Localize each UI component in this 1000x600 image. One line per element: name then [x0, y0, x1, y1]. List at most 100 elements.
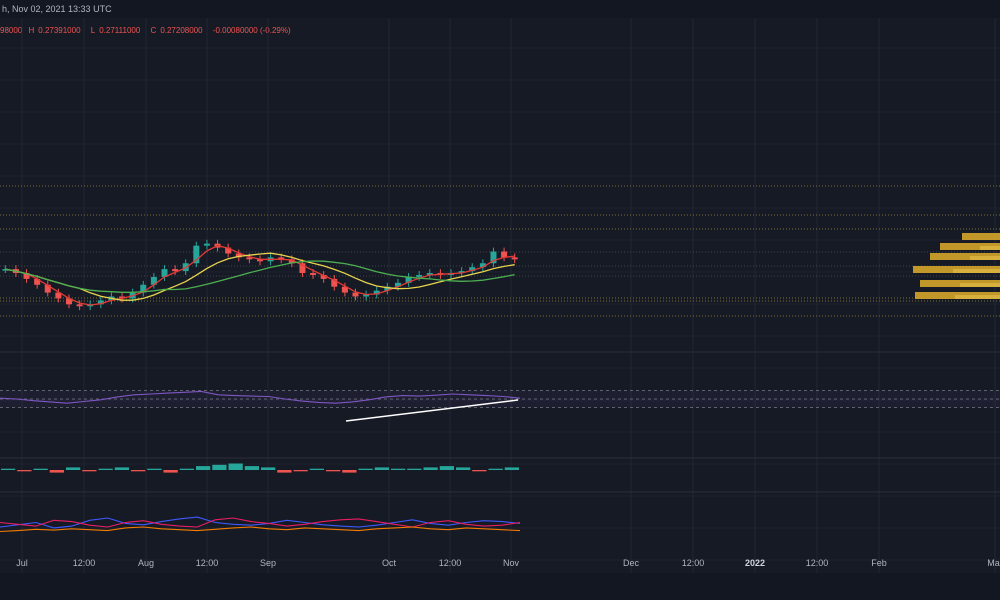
- histogram-bar-31: [504, 467, 519, 470]
- histogram-bar-1: [17, 470, 32, 472]
- oscillator-line-2: [0, 526, 521, 533]
- candle-body-29: [310, 273, 317, 275]
- candle-body-36: [384, 286, 391, 291]
- x-tick-label-7: Nov: [503, 558, 520, 568]
- sma_mid-line: [5, 252, 515, 301]
- candle-body-38: [405, 276, 412, 283]
- histogram-bar-0: [1, 468, 16, 470]
- candle-body-37: [394, 282, 401, 287]
- x-tick-label-10: 2022: [745, 558, 765, 568]
- ohlc-close-value: 0.27208000: [160, 26, 203, 35]
- ohlc-high-value: 0.27391000: [38, 26, 81, 35]
- candle-body-31: [331, 278, 338, 287]
- histogram-bar-16: [261, 467, 276, 470]
- ohlc-open-value: 98000: [0, 26, 23, 35]
- x-tick-label-0: Jul: [16, 558, 28, 568]
- candle-body-18: [193, 245, 200, 264]
- volume-profile-bar-inner-1: [980, 246, 1000, 250]
- histogram-bar-8: [131, 470, 146, 472]
- candle-body-34: [363, 294, 370, 297]
- x-tick-label-13: Mar: [987, 558, 1000, 568]
- histogram-bar-5: [82, 470, 97, 472]
- x-tick-label-2: Aug: [138, 558, 154, 568]
- ohlc-low-label: L: [90, 26, 96, 35]
- histogram-bar-18: [293, 470, 308, 472]
- histogram-bar-13: [212, 464, 227, 470]
- x-tick-label-5: Oct: [382, 558, 397, 568]
- candle-body-19: [203, 243, 210, 246]
- histogram-bar-29: [472, 470, 487, 472]
- histogram-bar-3: [49, 470, 64, 473]
- ohlc-high-label: H: [28, 26, 35, 35]
- histogram-bar-21: [342, 470, 357, 473]
- x-tick-label-4: Sep: [260, 558, 276, 568]
- histogram-bar-11: [179, 468, 194, 470]
- candle-body-2: [23, 273, 30, 279]
- candle-body-47: [501, 251, 508, 258]
- rsi-trendline: [345, 399, 519, 422]
- candle-body-11: [119, 296, 126, 299]
- histogram-bar-17: [277, 470, 292, 473]
- candle-body-48: [511, 257, 518, 260]
- candle-body-7: [76, 304, 83, 307]
- volume-profile-bar-0: [962, 233, 1000, 240]
- ohlc-low-value: 0.27111000: [99, 26, 141, 35]
- histogram-bar-24: [391, 468, 406, 470]
- candle-body-35: [373, 290, 380, 295]
- x-tick-label-11: 12:00: [806, 558, 829, 568]
- candle-body-39: [416, 274, 423, 277]
- histogram-bar-2: [33, 468, 48, 470]
- candle-body-26: [278, 257, 285, 260]
- candle-body-5: [55, 292, 62, 299]
- sma_fast-line: [5, 244, 515, 306]
- histogram-bar-28: [456, 467, 471, 470]
- candle-body-4: [44, 284, 51, 293]
- ohlc-close-label: C: [150, 26, 157, 35]
- candle-body-9: [97, 300, 104, 305]
- histogram-bar-6: [98, 468, 113, 470]
- candle-body-45: [479, 263, 486, 268]
- histogram-bar-23: [374, 467, 389, 470]
- candle-body-24: [257, 259, 263, 262]
- chart-header: h, Nov 02, 2021 13:33 UTC: [0, 0, 1000, 18]
- histogram-bar-7: [114, 467, 129, 470]
- volume-profile-bar-inner-3: [953, 269, 1000, 273]
- candle-body-27: [288, 259, 295, 264]
- volume-profile-bar-inner-2: [970, 256, 1000, 260]
- candle-body-43: [458, 271, 465, 274]
- histogram-bar-22: [358, 468, 373, 470]
- histogram-bar-25: [407, 468, 422, 470]
- histogram-bar-15: [244, 466, 259, 470]
- candle-body-46: [490, 251, 497, 264]
- histogram-bar-30: [488, 468, 503, 470]
- candle-body-15: [161, 269, 168, 277]
- x-tick-label-6: 12:00: [439, 558, 462, 568]
- volume-profile-bar-inner-4: [960, 283, 1000, 287]
- volume-profile-bar-1: [940, 243, 1000, 250]
- symbol-title: h, Nov 02, 2021 13:33 UTC: [2, 4, 112, 14]
- candle-body-33: [352, 292, 359, 297]
- histogram-bar-4: [66, 467, 81, 470]
- candle-body-21: [225, 247, 232, 254]
- candle-body-6: [65, 298, 72, 305]
- x-tick-label-3: 12:00: [196, 558, 219, 568]
- candle-body-28: [299, 263, 306, 274]
- volume-profile-bar-2: [930, 253, 1000, 260]
- oscillator-line-1: [0, 517, 521, 528]
- ohlc-legend: 98000 H 0.27391000 L 0.27111000 C 0.2720800…: [0, 26, 295, 35]
- candle-body-14: [150, 276, 157, 285]
- footer-bar: [0, 573, 1000, 600]
- x-tick-label-1: 12:00: [73, 558, 96, 568]
- candle-body-40: [426, 273, 433, 275]
- histogram-bar-20: [326, 470, 341, 472]
- histogram-bar-14: [228, 463, 243, 470]
- volume-profile-bar-inner-5: [955, 295, 1000, 299]
- rsi-line: [0, 390, 521, 404]
- candle-body-44: [469, 267, 476, 272]
- histogram-bar-19: [309, 468, 324, 470]
- candle-body-30: [320, 274, 327, 279]
- candle-body-22: [235, 253, 242, 258]
- ohlc-change: -0.00080000 (-0.29%): [212, 26, 291, 35]
